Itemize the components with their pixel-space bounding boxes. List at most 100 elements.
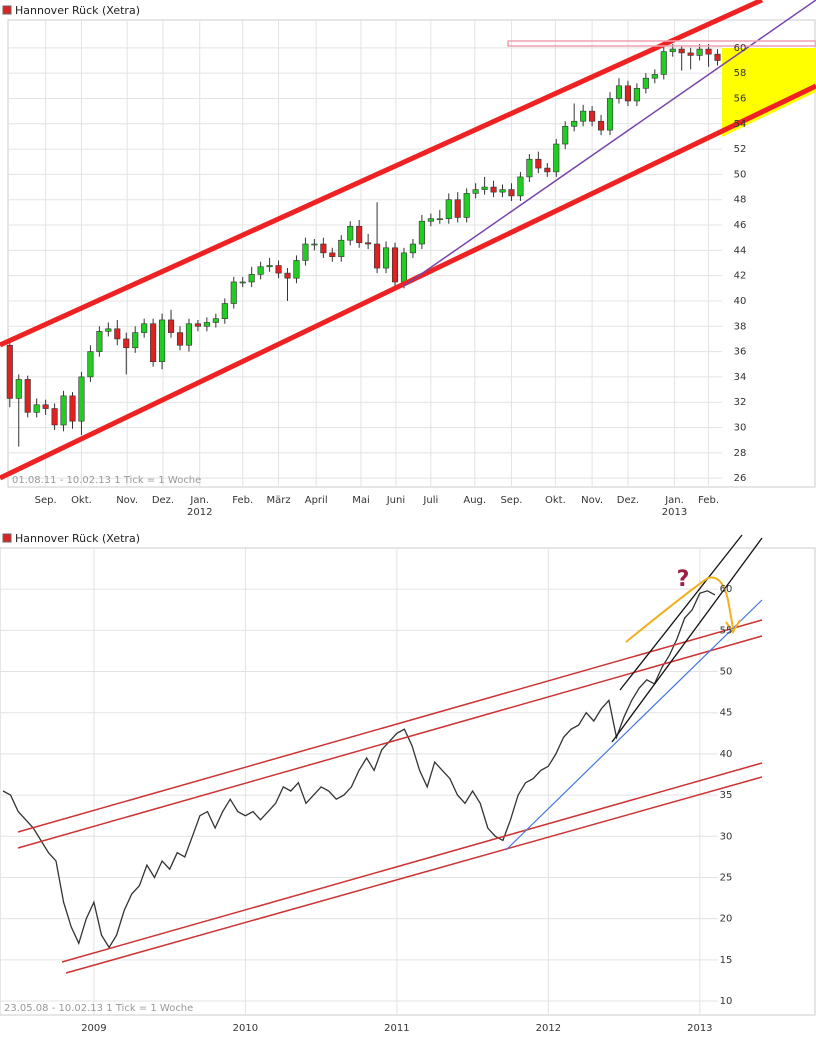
candle-body [678, 48, 685, 54]
y-tick-label: 40 [720, 749, 733, 760]
candle-body [669, 48, 676, 52]
candle-body [257, 266, 264, 275]
candle-body [96, 331, 103, 352]
x-tick-label: 2009 [81, 1023, 106, 1034]
y-tick-label: 44 [734, 245, 747, 256]
candle-body [212, 318, 219, 323]
annotation: ? [677, 567, 690, 592]
candle-body [159, 319, 166, 363]
candle-body [642, 77, 649, 89]
title-marker [2, 5, 12, 15]
x-tick-label: Sep. [35, 495, 57, 506]
y-tick-label: 35 [720, 790, 733, 801]
chart-footer: 23.05.08 - 10.02.13 1 Tick = 1 Woche [4, 1003, 193, 1014]
x-tick-label: April [305, 495, 328, 506]
candle-body [490, 186, 497, 193]
candle-body [391, 247, 399, 283]
x-tick-label: Jan. [189, 495, 209, 506]
candle-body [329, 252, 336, 257]
y-tick-label: 46 [734, 220, 747, 231]
candle-body [150, 323, 157, 363]
y-tick-label: 15 [720, 955, 733, 966]
x-tick-label: Sep. [500, 495, 522, 506]
candle-body [24, 379, 31, 413]
candle-body [230, 281, 237, 304]
candle-body [660, 51, 667, 75]
x-tick-label: Nov. [116, 495, 138, 506]
x-tick-label: Juli [422, 495, 438, 506]
trend-line [619, 534, 743, 691]
candle-body [42, 404, 49, 409]
highlight-zone [722, 48, 816, 137]
candle-body [123, 338, 130, 349]
candle-body [580, 110, 587, 122]
candle-body [239, 281, 246, 284]
x-tick-label: Aug. [463, 495, 486, 506]
x-tick-label: März [266, 495, 290, 506]
candle-body [481, 186, 488, 190]
x-tick-label: 2010 [233, 1023, 258, 1034]
candle-body [302, 243, 309, 261]
candle-body [705, 48, 712, 55]
candle-body [409, 243, 416, 254]
candle-body [311, 243, 318, 246]
candle-body [69, 395, 76, 422]
x-tick-label: Okt. [545, 495, 566, 506]
candle-body [347, 225, 354, 241]
candle-body [696, 48, 703, 56]
trend-line [505, 599, 763, 851]
candle-body [526, 158, 533, 178]
x-tick-label: Nov. [581, 495, 603, 506]
x-tick-label: 2013 [687, 1023, 712, 1034]
candle-body [633, 88, 640, 102]
candle-body [87, 351, 94, 378]
x-tick-label: 2011 [384, 1023, 409, 1034]
candle-body [167, 319, 175, 333]
candle-body [606, 98, 614, 131]
candle-body [517, 176, 524, 197]
candle-body [141, 323, 148, 333]
y-tick-label: 50 [720, 667, 733, 678]
candle-body [284, 272, 291, 279]
y-tick-label: 30 [734, 423, 747, 434]
candle-body [338, 239, 345, 257]
x-tick-label: Feb. [698, 495, 719, 506]
chart-title: Hannover Rück (Xetra) [15, 4, 140, 17]
forecast-arrow [625, 576, 734, 643]
candle-body [374, 243, 381, 269]
y-tick-label: 58 [734, 68, 747, 79]
y-tick-label: 28 [734, 448, 747, 459]
candle-body [15, 379, 22, 399]
x-tick-label: Feb. [232, 495, 253, 506]
chart-title: Hannover Rück (Xetra) [15, 532, 140, 545]
price-line [2, 590, 716, 949]
candle-body [436, 218, 443, 220]
y-tick-label: 60 [720, 584, 733, 595]
y-tick-label: 30 [720, 831, 733, 842]
candle-body [320, 243, 327, 254]
candle-body [383, 247, 390, 269]
y-tick-label: 52 [734, 144, 747, 155]
candle-body [356, 225, 363, 244]
candle-body [275, 265, 282, 274]
plot-frame [0, 547, 816, 1016]
candle-body [114, 328, 121, 340]
trend-line [403, 0, 816, 287]
candle-body [589, 110, 596, 122]
x-tick-label: Juni [386, 495, 405, 506]
candle-body [33, 404, 40, 413]
candle-body [365, 242, 372, 245]
trend-line [611, 537, 763, 743]
x-tick-label: Dez. [152, 495, 174, 506]
candle-body [60, 395, 67, 426]
candle-body [221, 303, 228, 319]
candle-body [418, 220, 425, 245]
trend-line [17, 635, 763, 849]
y-tick-label: 25 [720, 872, 733, 883]
candle-body [445, 199, 452, 219]
x-tick-year: 2013 [662, 507, 687, 518]
y-tick-label: 34 [734, 372, 747, 383]
candle-body [176, 332, 184, 346]
candle-body [544, 167, 551, 173]
